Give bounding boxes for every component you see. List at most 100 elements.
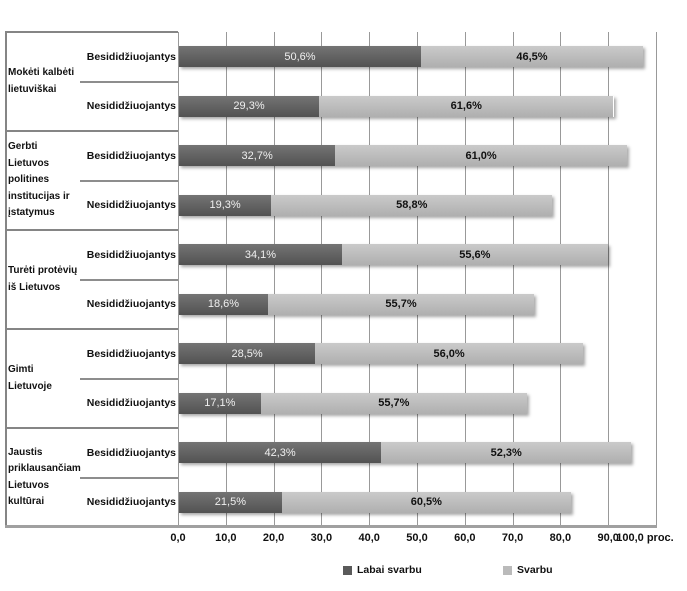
bar-value-label: 50,6%: [284, 50, 316, 63]
legend: Labai svarbu Svarbu: [0, 564, 687, 580]
bar-segment-labai-svarbu: 19,3%: [179, 194, 272, 216]
x-tick-label-9: 90,0: [597, 532, 619, 544]
bar-segment-svarbu: 61,0%: [335, 145, 627, 166]
gridline-90: [608, 32, 610, 527]
group-label: Jaustis priklausančiam Lietuvos kultūrai: [8, 446, 81, 508]
subgroup-separator: [80, 80, 178, 83]
subgroup-separator: [80, 278, 178, 281]
bar-value-label: 60,5%: [410, 496, 442, 508]
bar-segment-svarbu: 46,5%: [420, 46, 644, 67]
bar-segment-svarbu: 56,0%: [315, 343, 583, 364]
subgroup-separator: [80, 179, 178, 182]
gridline-40: [369, 32, 371, 527]
bar-value-label: 28,5%: [231, 347, 263, 360]
bar-value-label: 46,5%: [516, 50, 548, 63]
x-tick-label-6: 60,0: [454, 532, 476, 544]
gridline-50: [417, 32, 418, 527]
bar-segment-svarbu: 61,6%: [319, 95, 614, 117]
bar-row: 42,3% 52,3%: [179, 442, 632, 463]
subcategory-label: Besididžiuojantys: [86, 446, 176, 459]
bar-row: 29,3% 61,6%: [179, 95, 614, 117]
group-label: Gerbti Lietuvos politines institucijas i…: [8, 141, 70, 219]
bar-segment-svarbu: 55,7%: [267, 293, 535, 315]
bar-segment-labai-svarbu: 18,6%: [179, 293, 268, 315]
legend-item-svarbu: Svarbu: [503, 564, 553, 576]
gridline-30: [321, 32, 323, 527]
subgroup-separator: [80, 476, 178, 479]
plot-area: 50,6% 46,5% 29,3% 61,6% 32,7% 61,0% 19,3% 58,8%…: [178, 32, 657, 527]
gridline-20: [273, 32, 275, 527]
bar-value-label: 55,7%: [378, 397, 410, 409]
x-tick-label-3: 30,0: [310, 532, 333, 544]
x-tick-label-5: 50,0: [406, 532, 428, 544]
bar-value-label: 61,0%: [465, 149, 497, 162]
subcategory-label: Nesididžiuojantys: [86, 298, 176, 311]
group-separator: [5, 328, 178, 330]
bar-segment-labai-svarbu: 50,6%: [179, 46, 421, 67]
group-separator: [5, 229, 178, 231]
bar-value-label: 34,1%: [244, 248, 277, 261]
subcategory-label: Nesididžiuojantys: [86, 397, 176, 410]
bar-segment-svarbu: 58,8%: [271, 194, 553, 216]
group-separator: [5, 31, 178, 33]
x-axis-line: [5, 525, 657, 528]
bar-row: 18,6% 55,7%: [179, 293, 535, 315]
bar-value-label: 32,7%: [241, 149, 273, 162]
gridline-10: [225, 32, 227, 527]
legend-swatch-svarbu-icon: [503, 565, 512, 575]
gridline-80: [560, 32, 562, 527]
bar-segment-labai-svarbu: 34,1%: [179, 244, 342, 265]
bar-value-label: 56,0%: [433, 347, 465, 360]
legend-item-labai-svarbu: Labai svarbu: [343, 564, 422, 576]
x-tick-label-2: 20,0: [262, 532, 285, 544]
bar-row: 21,5% 60,5%: [179, 491, 571, 513]
bar-value-label: 17,1%: [204, 397, 236, 409]
subcategory-label: Besididžiuojantys: [86, 248, 176, 261]
x-tick-label-4: 40,0: [358, 532, 380, 544]
bar-segment-svarbu: 52,3%: [381, 442, 632, 463]
gridline-0: [178, 32, 179, 527]
x-tick-label-7: 70,0: [501, 532, 524, 544]
category-axis-line: [5, 32, 7, 527]
bar-segment-svarbu: 55,7%: [260, 392, 527, 414]
group-separator: [5, 427, 178, 429]
bar-segment-labai-svarbu: 42,3%: [179, 442, 382, 463]
group-label: Gimti Lietuvoje: [8, 364, 52, 392]
bar-row: 28,5% 56,0%: [179, 343, 583, 364]
gridline-100: [656, 32, 657, 527]
group-separator: [5, 130, 178, 132]
legend-label-labai-svarbu: Labai svarbu: [357, 564, 422, 576]
bar-segment-labai-svarbu: 17,1%: [179, 392, 261, 414]
bar-row: 17,1% 55,7%: [179, 392, 527, 414]
gridline-70: [512, 32, 514, 527]
bar-value-label: 19,3%: [209, 199, 241, 211]
bar-value-label: 21,5%: [214, 496, 246, 508]
bar-value-label: 52,3%: [490, 446, 522, 459]
group-label: Turėti protėvių iš Lietuvos: [8, 265, 78, 293]
subcategory-label: Besididžiuojantys: [86, 347, 176, 360]
subgroup-separator: [80, 377, 178, 380]
bar-row: 34,1% 55,6%: [179, 244, 608, 265]
bar-value-label: 18,6%: [207, 298, 240, 310]
bar-row: 50,6% 46,5%: [179, 46, 644, 67]
subcategory-label: Besididžiuojantys: [86, 50, 176, 63]
bar-segment-svarbu: 60,5%: [281, 491, 571, 513]
subcategory-label: Nesididžiuojantys: [86, 199, 176, 212]
x-tick-label-1: 10,0: [215, 532, 237, 544]
x-tick-label-8: 80,0: [549, 532, 572, 544]
gridline-60: [464, 32, 466, 527]
bar-value-label: 55,7%: [385, 298, 417, 310]
legend-label-svarbu: Svarbu: [517, 564, 553, 576]
group-label: Mokėti kalbėti lietuviškai: [8, 67, 75, 95]
bar-segment-labai-svarbu: 32,7%: [179, 145, 336, 166]
bar-value-label: 61,6%: [450, 100, 482, 112]
bar-value-label: 58,8%: [396, 199, 428, 211]
legend-swatch-labai-svarbu-icon: [343, 565, 352, 575]
bar-value-label: 42,3%: [264, 446, 296, 459]
bar-segment-labai-svarbu: 28,5%: [179, 343, 316, 364]
bar-segment-svarbu: 55,6%: [341, 244, 608, 265]
bar-segment-labai-svarbu: 29,3%: [179, 95, 320, 117]
bar-row: 32,7% 61,0%: [179, 145, 627, 166]
x-tick-label-10: 100,0 proc.: [616, 532, 674, 544]
